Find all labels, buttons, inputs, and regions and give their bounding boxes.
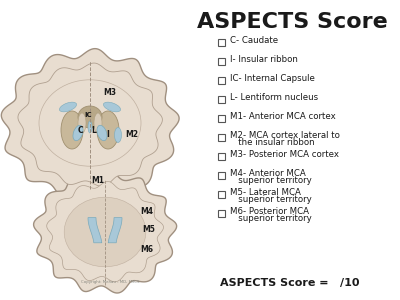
Text: IC: IC <box>84 112 92 118</box>
Ellipse shape <box>97 125 107 141</box>
Bar <box>218 115 225 122</box>
Text: M5- Lateral MCA: M5- Lateral MCA <box>230 188 301 197</box>
Text: ASPECTS Score: ASPECTS Score <box>197 12 387 32</box>
Polygon shape <box>108 218 122 243</box>
Ellipse shape <box>94 113 102 133</box>
Text: IC- Internal Capsule: IC- Internal Capsule <box>230 74 315 83</box>
Text: C: C <box>77 126 83 135</box>
Text: M3- Posterior MCA cortex: M3- Posterior MCA cortex <box>230 150 339 159</box>
Text: superior territory: superior territory <box>230 214 312 223</box>
Polygon shape <box>18 63 162 186</box>
Text: L: L <box>92 126 96 135</box>
Polygon shape <box>88 218 102 243</box>
Text: L- Lentiform nucleus: L- Lentiform nucleus <box>230 93 318 102</box>
Text: M6- Posterior MCA: M6- Posterior MCA <box>230 207 309 216</box>
Text: C- Caudate: C- Caudate <box>230 36 278 45</box>
Text: M4: M4 <box>140 207 154 216</box>
Text: I- Insular ribbon: I- Insular ribbon <box>230 55 298 64</box>
Bar <box>218 95 225 103</box>
Ellipse shape <box>39 80 141 166</box>
Text: /10: /10 <box>340 278 360 288</box>
Ellipse shape <box>78 113 86 133</box>
Ellipse shape <box>60 102 76 112</box>
Ellipse shape <box>114 128 122 142</box>
Text: M4- Anterior MCA: M4- Anterior MCA <box>230 169 306 178</box>
Polygon shape <box>34 170 177 293</box>
Ellipse shape <box>78 106 102 128</box>
Bar <box>218 152 225 160</box>
Bar <box>218 38 225 46</box>
Text: M5: M5 <box>142 225 156 234</box>
Ellipse shape <box>64 197 146 267</box>
Ellipse shape <box>88 121 92 133</box>
Bar <box>218 190 225 197</box>
Text: M2: M2 <box>126 130 138 139</box>
Bar <box>218 209 225 217</box>
Bar <box>218 76 225 83</box>
Ellipse shape <box>73 125 83 141</box>
Ellipse shape <box>61 111 83 149</box>
Bar <box>218 58 225 64</box>
Polygon shape <box>47 182 164 282</box>
Bar <box>218 172 225 178</box>
Text: the insular ribbon: the insular ribbon <box>230 138 315 147</box>
Text: ASPECTS Score =: ASPECTS Score = <box>220 278 332 288</box>
Text: superior territory: superior territory <box>230 176 312 185</box>
Ellipse shape <box>97 111 119 149</box>
Text: Copyright: Mehau - MD, FMCS: Copyright: Mehau - MD, FMCS <box>81 280 139 284</box>
Text: M6: M6 <box>140 245 154 254</box>
Bar <box>218 134 225 140</box>
Text: M2- MCA cortex lateral to: M2- MCA cortex lateral to <box>230 131 340 140</box>
Ellipse shape <box>104 102 120 112</box>
Text: I: I <box>106 130 110 139</box>
Text: superior territory: superior territory <box>230 195 312 204</box>
Polygon shape <box>1 49 179 200</box>
Text: M1- Anterior MCA cortex: M1- Anterior MCA cortex <box>230 112 336 121</box>
Text: M3: M3 <box>104 88 116 97</box>
Text: M1: M1 <box>92 176 104 185</box>
